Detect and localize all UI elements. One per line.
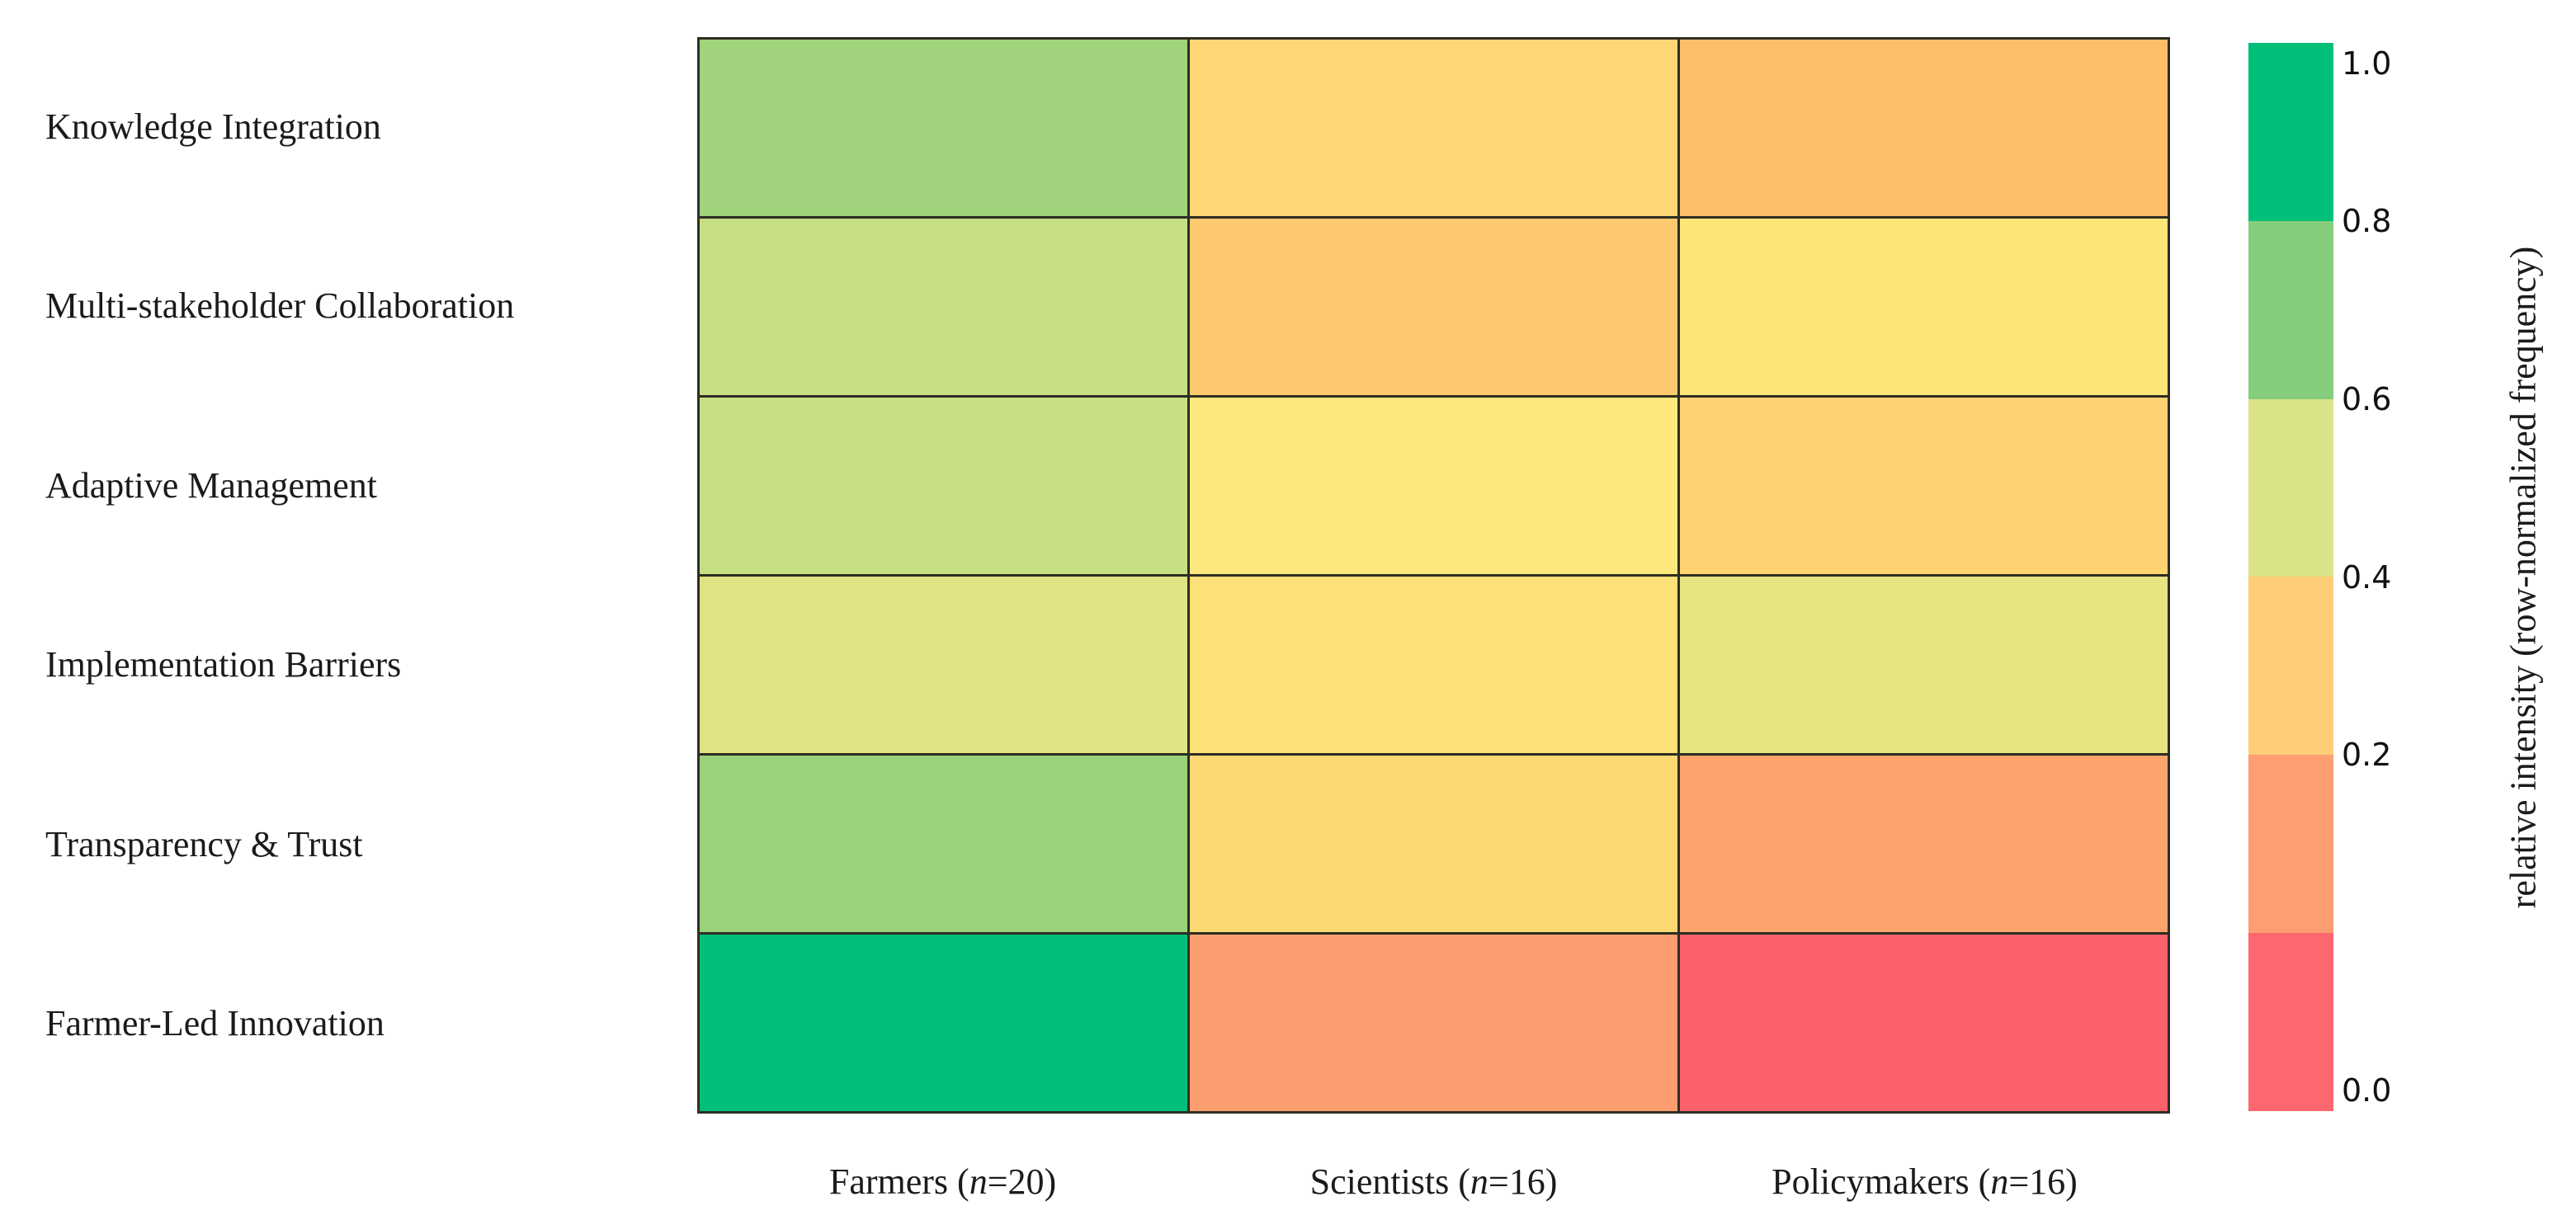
heatmap-cell-r6-c2 [1190, 935, 1677, 1111]
row-label-transparency-trust: Transparency & Trust [45, 823, 363, 864]
column-label-text: Scientists ( [1309, 1161, 1470, 1202]
colorbar-segment-2 [2248, 220, 2333, 399]
colorbar-tick-0.8: 0.8 [2342, 202, 2392, 239]
heatmap-cell-r5-c2 [1190, 756, 1677, 932]
column-label-text: Farmers ( [828, 1161, 970, 1202]
column-label-n-italic: n [1470, 1161, 1489, 1202]
colorbar-tick-0.2: 0.2 [2342, 737, 2392, 774]
heatmap-cell-r5-c3 [1680, 756, 2168, 932]
heatmap-cell-r2-c3 [1680, 219, 2168, 395]
heatmap-cell-r1-c2 [1190, 40, 1677, 216]
colorbar-tick-1.0: 1.0 [2342, 45, 2392, 82]
column-label-text: =16) [2008, 1161, 2078, 1202]
heatmap-cell-r3-c2 [1190, 398, 1677, 574]
column-label-text: Policymakers ( [1772, 1161, 1991, 1202]
colorbar-segment-6 [2248, 933, 2333, 1111]
heatmap-cell-r4-c3 [1680, 577, 2168, 753]
heatmap-cell-r6-c1 [700, 935, 1187, 1111]
colorbar-tick-0.6: 0.6 [2342, 380, 2392, 417]
heatmap-cell-r3-c1 [700, 398, 1187, 574]
heatmap-cell-r2-c1 [700, 219, 1187, 395]
heatmap-cell-r3-c3 [1680, 398, 2168, 574]
heatmap-cell-r1-c1 [700, 40, 1187, 216]
colorbar-axis-label: relative intensity (row-normalized frequ… [2503, 246, 2544, 909]
heatmap-cell-r1-c3 [1680, 40, 2168, 216]
colorbar-segment-5 [2248, 755, 2333, 934]
row-axis-labels: Knowledge Integration Multi-stakeholder … [45, 37, 672, 1114]
colorbar-tick-0.4: 0.4 [2342, 558, 2392, 596]
column-axis-labels: Farmers (n=20) Scientists (n=16) Policym… [697, 1153, 2170, 1211]
colorbar [2248, 43, 2333, 1111]
heatmap-cell-r6-c3 [1680, 935, 2168, 1111]
column-label-policymakers: Policymakers (n=16) [1679, 1153, 2170, 1211]
column-label-text: =16) [1488, 1161, 1558, 1202]
column-label-farmers: Farmers (n=20) [697, 1153, 1188, 1211]
row-label-adaptive-management: Adaptive Management [45, 464, 377, 506]
row-label-multi-stakeholder-collaboration: Multi-stakeholder Collaboration [45, 285, 515, 327]
row-label-farmer-led-innovation: Farmer-Led Innovation [45, 1003, 385, 1044]
colorbar-segment-1 [2248, 43, 2333, 221]
heatmap-cell-r4-c2 [1190, 577, 1677, 753]
column-label-scientists: Scientists (n=16) [1188, 1153, 1679, 1211]
colorbar-segment-3 [2248, 398, 2333, 577]
heatmap-grid [697, 37, 2170, 1114]
heatmap-cell-r5-c1 [700, 756, 1187, 932]
column-label-n-italic: n [969, 1161, 988, 1202]
row-label-knowledge-integration: Knowledge Integration [45, 106, 381, 147]
heatmap-cell-r2-c2 [1190, 219, 1677, 395]
colorbar-tick-0.0: 0.0 [2342, 1072, 2392, 1109]
column-label-text: =20) [987, 1161, 1057, 1202]
colorbar-segment-4 [2248, 577, 2333, 756]
row-label-implementation-barriers: Implementation Barriers [45, 644, 402, 685]
column-label-n-italic: n [1990, 1161, 2009, 1202]
colorbar-tick-labels: 1.0 0.8 0.6 0.4 0.2 0.0 [2342, 43, 2474, 1111]
heatmap-cell-r4-c1 [700, 577, 1187, 753]
